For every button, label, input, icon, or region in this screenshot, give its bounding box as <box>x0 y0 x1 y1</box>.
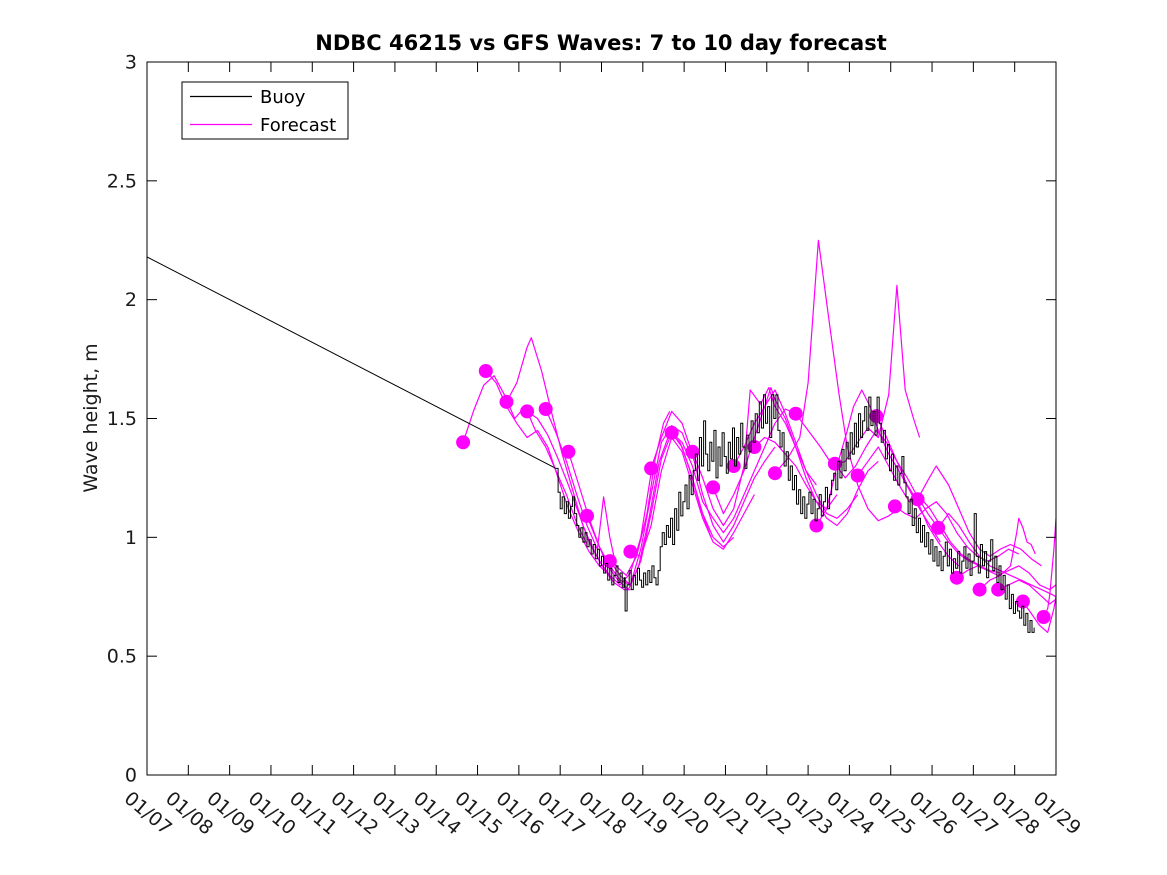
legend-buoy-label: Buoy <box>260 87 306 108</box>
forecast-run-line <box>979 517 1036 591</box>
forecast-run-line <box>937 513 1057 598</box>
buoy-observed-line <box>556 394 1035 633</box>
forecast-run-line <box>956 565 1057 591</box>
x-tick-label: 01/29 <box>1029 787 1085 839</box>
forecast-start-marker <box>602 554 617 569</box>
forecast-start-marker <box>949 570 964 585</box>
forecast-start-marker <box>664 425 679 440</box>
forecast-run-line <box>650 410 776 543</box>
forecast-start-marker <box>850 468 865 483</box>
y-tick-label: 1.5 <box>107 408 137 430</box>
y-tick-label: 0 <box>125 765 137 787</box>
forecast-run-line <box>875 415 1001 574</box>
legend: Buoy Forecast <box>181 81 349 140</box>
forecast-start-marker <box>561 444 576 459</box>
forecast-run-line <box>526 410 652 586</box>
forecast-run-line <box>462 375 588 545</box>
forecast-start-marker <box>1036 610 1051 624</box>
forecast-markers-group <box>456 364 1051 624</box>
x-tick-labels-group: 01/0701/0801/0901/1001/1101/1201/1301/14… <box>120 787 1085 839</box>
forecast-run-line <box>795 284 921 467</box>
legend-forecast-label: Forecast <box>260 115 336 136</box>
forecast-lines-group <box>462 239 1057 633</box>
forecast-start-marker <box>809 518 824 533</box>
forecast-run-line <box>774 239 900 522</box>
y-tick-label: 3 <box>125 52 137 74</box>
y-tick-label: 1 <box>125 527 137 549</box>
forecast-run-line <box>505 337 631 591</box>
forecast-run-line <box>567 425 693 586</box>
forecast-start-marker <box>499 394 514 409</box>
buoy-gap-line <box>146 256 557 469</box>
forecast-start-marker <box>768 466 782 481</box>
forecast-run-line <box>609 432 735 586</box>
y-tick-labels-group: 0 0.5 1 1.5 2 2.5 3 <box>107 52 137 787</box>
plot-border <box>146 61 1057 776</box>
y-axis-label: Wave height, m <box>80 343 102 492</box>
y-tick-label: 2.5 <box>107 170 137 192</box>
forecast-start-marker <box>456 435 471 450</box>
forecast-start-marker <box>520 404 535 419</box>
forecast-run-line <box>1043 518 1057 618</box>
forecast-start-marker <box>991 582 1006 597</box>
forecast-start-marker <box>685 444 700 459</box>
forecast-run-line <box>1022 596 1057 633</box>
forecast-start-marker <box>827 456 842 471</box>
forecast-run-line <box>630 436 755 557</box>
forecast-start-marker <box>623 544 638 559</box>
forecast-start-marker <box>788 406 803 421</box>
forecast-run-line <box>545 408 671 576</box>
forecast-start-marker <box>972 582 987 597</box>
forecast-start-marker <box>931 520 946 535</box>
y-tick-label: 0.5 <box>107 646 137 668</box>
forecast-run-line <box>917 465 1042 567</box>
forecast-run-line <box>894 501 1020 562</box>
forecast-start-marker <box>1015 594 1030 609</box>
forecast-run-line <box>671 408 796 534</box>
y-tick-label: 2 <box>125 289 137 311</box>
forecast-start-marker <box>887 499 902 514</box>
forecast-start-marker <box>538 402 553 416</box>
forecast-start-marker <box>644 461 659 476</box>
buoy-line-group <box>146 256 1035 633</box>
forecast-start-marker <box>478 364 493 378</box>
forecast-start-marker <box>706 480 721 495</box>
legend-box <box>181 81 349 140</box>
forecast-run-line <box>733 389 859 519</box>
forecast-start-marker <box>910 492 925 507</box>
forecast-run-line <box>753 436 879 527</box>
axis-ticks-group <box>146 61 1057 776</box>
chart-title: NDBC 46215 vs GFS Waves: 7 to 10 day for… <box>315 31 886 55</box>
forecast-start-marker <box>726 459 741 473</box>
forecast-start-marker <box>580 508 594 523</box>
